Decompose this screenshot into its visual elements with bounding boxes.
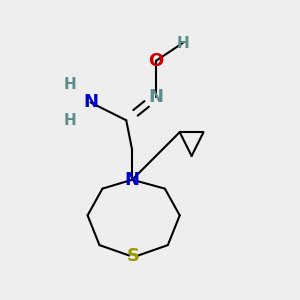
Text: N: N	[125, 171, 140, 189]
Text: H: H	[176, 35, 189, 50]
Text: H: H	[63, 113, 76, 128]
Text: S: S	[127, 247, 140, 265]
Text: H: H	[63, 77, 76, 92]
Text: N: N	[83, 93, 98, 111]
Text: O: O	[148, 52, 164, 70]
Text: N: N	[148, 88, 164, 106]
